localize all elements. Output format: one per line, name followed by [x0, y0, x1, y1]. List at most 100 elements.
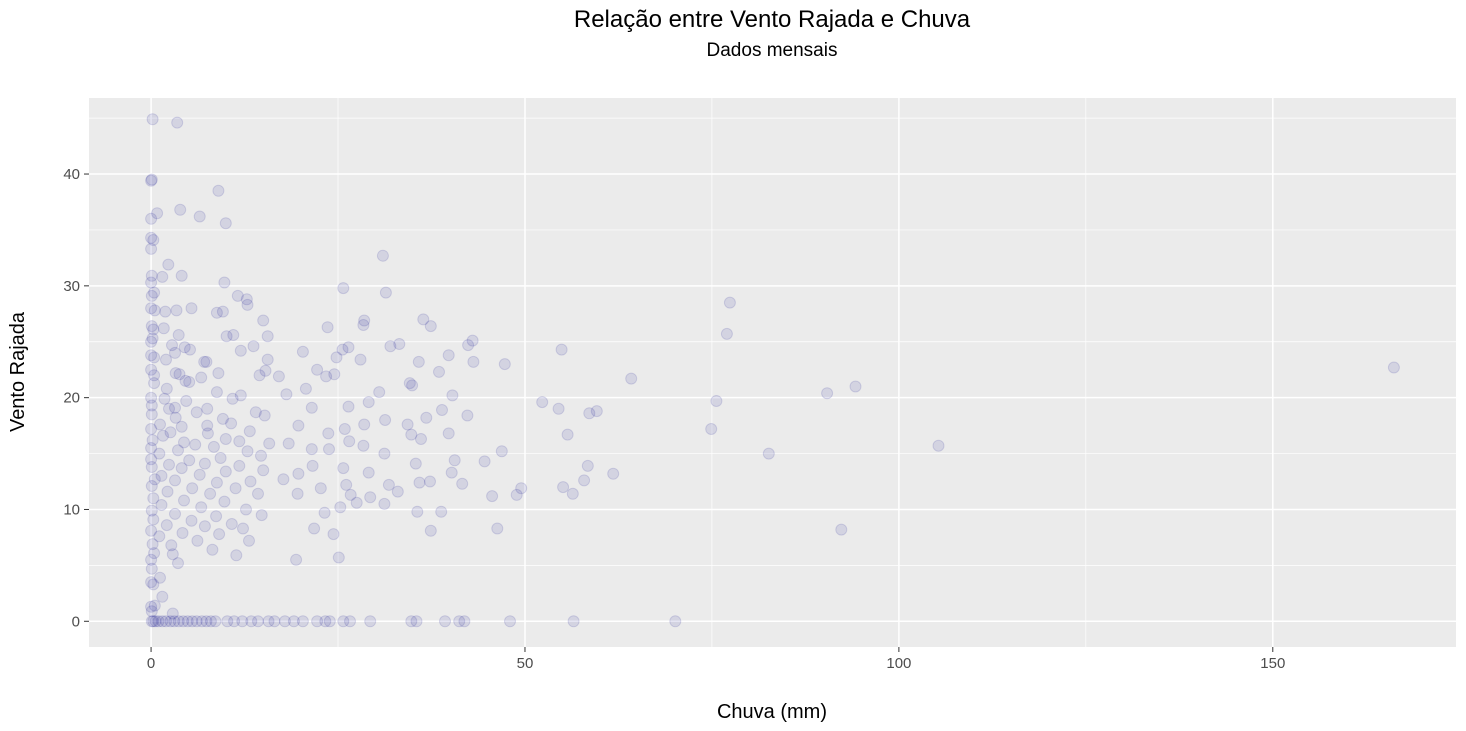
data-point [290, 553, 303, 566]
chart-subtitle: Dados mensais [707, 40, 838, 61]
data-point [583, 407, 596, 420]
data-point [175, 462, 188, 475]
data-point [145, 391, 158, 404]
y-tick-label: 40 [63, 166, 80, 183]
data-point [184, 343, 196, 356]
data-point [328, 368, 341, 381]
data-point [171, 116, 184, 129]
data-point [193, 210, 206, 223]
data-point [176, 527, 189, 539]
data-point [185, 514, 198, 527]
data-point [413, 476, 426, 489]
data-point [561, 428, 574, 441]
data-point [172, 615, 185, 628]
data-point [344, 615, 356, 628]
data-point [338, 423, 351, 435]
data-point [236, 615, 249, 628]
data-point [210, 306, 223, 319]
data-point [145, 442, 158, 454]
data-point [158, 392, 171, 405]
data-point [228, 615, 241, 628]
data-point [164, 426, 177, 439]
data-point [233, 435, 246, 448]
data-point [340, 478, 353, 491]
data-point [278, 615, 291, 628]
data-point [207, 440, 220, 453]
data-point [262, 615, 275, 628]
data-point [406, 379, 419, 392]
data-point [145, 363, 158, 376]
data-point [154, 571, 166, 584]
data-point [179, 374, 192, 387]
data-point [247, 340, 260, 353]
data-point [162, 258, 175, 271]
data-point [145, 302, 158, 315]
minor-gridlines [89, 98, 1456, 647]
data-point [163, 402, 175, 415]
data-point [504, 615, 516, 628]
data-point [212, 184, 225, 197]
data-point [343, 435, 356, 448]
data-point [173, 368, 186, 381]
data-point [156, 590, 169, 603]
data-point [382, 478, 395, 491]
data-point [145, 553, 158, 566]
data-point [292, 419, 305, 432]
y-tick-label: 30 [63, 278, 80, 295]
data-point [268, 615, 281, 628]
data-point [442, 349, 455, 362]
data-point [200, 615, 213, 628]
data-point [384, 340, 397, 353]
data-point [186, 615, 199, 628]
data-point [213, 528, 226, 541]
data-point [147, 513, 160, 526]
data-point [625, 372, 638, 385]
data-point [204, 615, 217, 628]
data-point [467, 355, 480, 368]
data-point [311, 363, 324, 376]
data-point [378, 447, 391, 460]
data-point [145, 576, 158, 589]
data-point [292, 467, 305, 480]
data-point [439, 615, 451, 628]
data-point [364, 615, 377, 628]
data-point [710, 395, 723, 407]
data-point [221, 615, 234, 628]
data-point [148, 286, 161, 299]
data-point [379, 286, 392, 299]
major-gridlines [89, 98, 1456, 647]
data-point [305, 401, 318, 414]
data-point [219, 433, 232, 445]
data-point [245, 615, 258, 628]
data-point [252, 615, 264, 628]
data-point [201, 427, 214, 440]
data-point [486, 490, 499, 503]
data-point [244, 475, 257, 488]
data-point [458, 615, 471, 628]
data-point [225, 417, 238, 430]
data-point [219, 465, 232, 478]
data-point [321, 321, 334, 334]
data-point [607, 467, 620, 480]
data-point [145, 480, 158, 492]
data-point [181, 615, 194, 628]
data-point [241, 445, 254, 458]
data-point [201, 402, 214, 415]
data-point [145, 276, 158, 289]
data-point [299, 382, 312, 395]
data-point [183, 454, 196, 467]
data-point [195, 615, 208, 628]
data-point [723, 296, 736, 309]
data-point [190, 615, 203, 628]
y-axis-title: Vento Rajada [7, 311, 29, 432]
data-point [193, 468, 206, 481]
data-point [157, 322, 170, 335]
data-point [344, 488, 357, 501]
data-point [424, 320, 437, 333]
data-point [318, 506, 331, 519]
data-point [261, 353, 274, 366]
data-point [210, 386, 223, 399]
data-point [166, 339, 178, 352]
x-tick-label: 150 [1260, 655, 1285, 672]
